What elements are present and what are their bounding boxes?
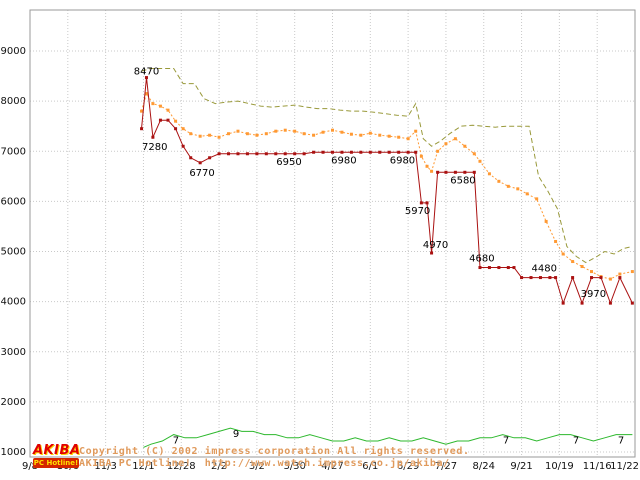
price-label: 6980 — [331, 155, 356, 166]
y-tick-label: 3000 — [1, 347, 26, 358]
shop-count-label: 7 — [573, 436, 579, 447]
x-tick-label: 9/8 — [22, 461, 38, 472]
x-tick-label: 12/1 — [132, 461, 154, 472]
y-tick-label: 9000 — [1, 46, 26, 57]
shop-count-label: 9 — [233, 429, 239, 440]
y-tick-label: 4000 — [1, 297, 26, 308]
x-tick-label: 9/21 — [510, 461, 532, 472]
x-tick-label: 7/27 — [435, 461, 457, 472]
price-label: 5970 — [405, 206, 430, 217]
y-tick-label: 1000 — [1, 447, 26, 458]
gridlines — [30, 10, 636, 457]
shop-count-label: 7 — [173, 436, 179, 447]
series-shop-count — [143, 427, 633, 448]
shop-count-label: 7 — [618, 436, 624, 447]
price-label: 4970 — [423, 240, 448, 251]
price-label: 4480 — [532, 264, 557, 275]
price-label: 6770 — [189, 168, 214, 179]
x-tick-label: 3/2 — [249, 461, 265, 472]
x-tick-label: 10/19 — [545, 461, 574, 472]
x-tick-label: 8/24 — [473, 461, 495, 472]
x-tick-label: 11/16 — [583, 461, 612, 472]
akiba-logo: AKIBA PC Hotline! — [33, 443, 81, 468]
x-tick-label: 12/28 — [167, 461, 196, 472]
akiba-logo-badge: PC Hotline! — [33, 458, 79, 468]
plot-frame — [29, 9, 636, 458]
series-highest-price — [141, 68, 633, 264]
x-tick-label: 6/29 — [397, 461, 419, 472]
y-axis-labels: 1000 2000 3000 4000 5000 6000 7000 8000 9000 — [1, 46, 26, 458]
shop-count-label: 7 — [503, 436, 509, 447]
price-label: 4680 — [469, 254, 494, 265]
y-tick-label: 2000 — [1, 397, 26, 408]
y-tick-label: 5000 — [1, 247, 26, 258]
copyright-watermark: Copyright (C) 2002 impress corporation A… — [79, 446, 470, 457]
y-tick-label: 6000 — [1, 196, 26, 207]
x-tick-label: 3/30 — [283, 461, 305, 472]
x-tick-label: 4/27 — [321, 461, 343, 472]
data-labels: 8470 7280 6770 6950 6980 6980 5970 4970 6580 4680… — [134, 67, 624, 447]
price-label: 6580 — [450, 175, 475, 186]
series-average-price — [140, 92, 634, 281]
site-credit-watermark: AKIBA PC Hotline! http://www.watch.impre… — [79, 458, 450, 469]
x-tick-label: 11/22 — [610, 461, 639, 472]
series-lowest-price — [140, 76, 634, 305]
price-label: 7280 — [142, 142, 167, 153]
price-label: 3970 — [581, 289, 606, 300]
price-label: 6980 — [390, 155, 415, 166]
price-label: 8470 — [134, 67, 159, 78]
y-tick-label: 7000 — [1, 146, 26, 157]
akiba-logo-title: AKIBA — [33, 443, 81, 458]
y-tick-label: 8000 — [1, 96, 26, 107]
price-label: 6950 — [276, 157, 301, 168]
x-tick-label: 11/3 — [94, 461, 116, 472]
x-tick-label: 6/1 — [362, 461, 378, 472]
x-tick-label: 2/2 — [211, 461, 227, 472]
x-axis-labels: 9/810/611/312/112/282/23/23/304/276/16/2… — [22, 461, 639, 472]
